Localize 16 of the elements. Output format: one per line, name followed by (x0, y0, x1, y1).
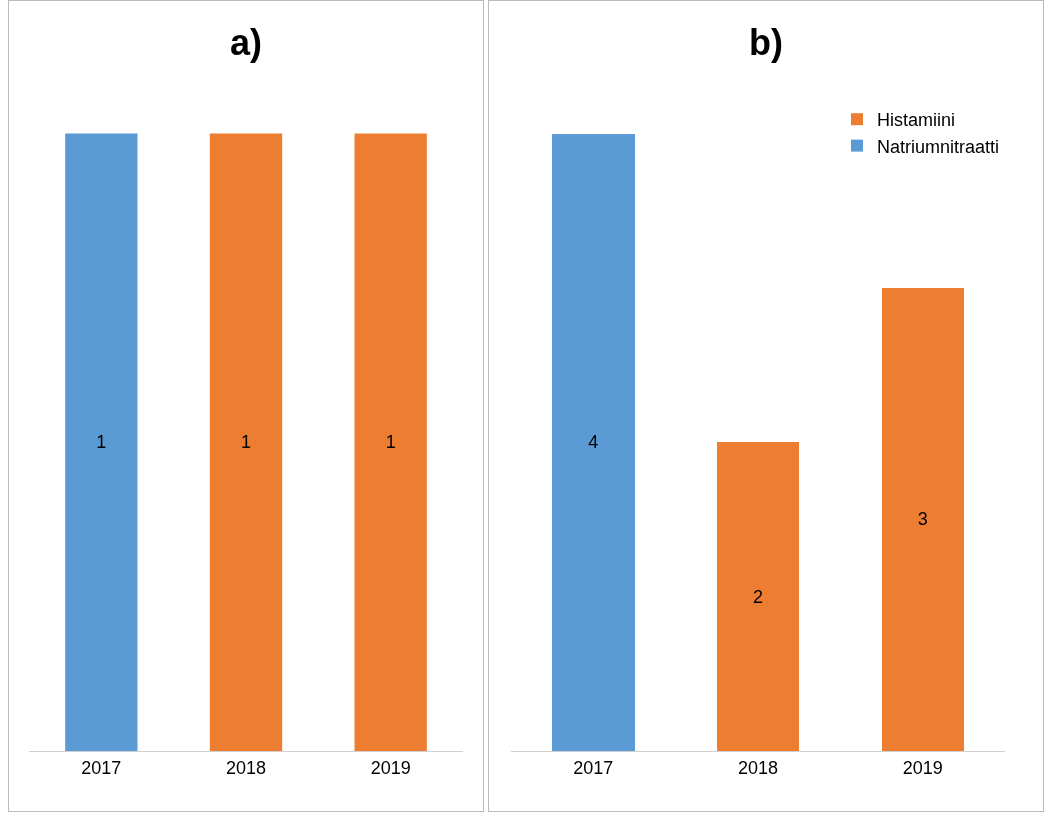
data-label: 2 (752, 586, 764, 607)
legend-label: Natriumnitraatti (877, 136, 1000, 157)
x-tick-label: 2019 (902, 757, 943, 778)
data-label: 1 (385, 432, 396, 453)
data-label: 1 (96, 432, 107, 453)
chart-title: b) (749, 21, 783, 63)
x-tick-label: 2017 (573, 757, 614, 778)
data-label: 4 (588, 432, 599, 453)
x-tick-label: 2019 (370, 757, 411, 778)
x-tick-label: 2017 (81, 757, 122, 778)
x-tick-label: 2018 (737, 757, 779, 778)
legend-label: Histamiini (877, 110, 956, 131)
data-label: 1 (240, 432, 252, 453)
data-label: 3 (917, 509, 928, 530)
x-tick-label: 2018 (225, 757, 267, 778)
chart-title: a) (229, 21, 263, 63)
